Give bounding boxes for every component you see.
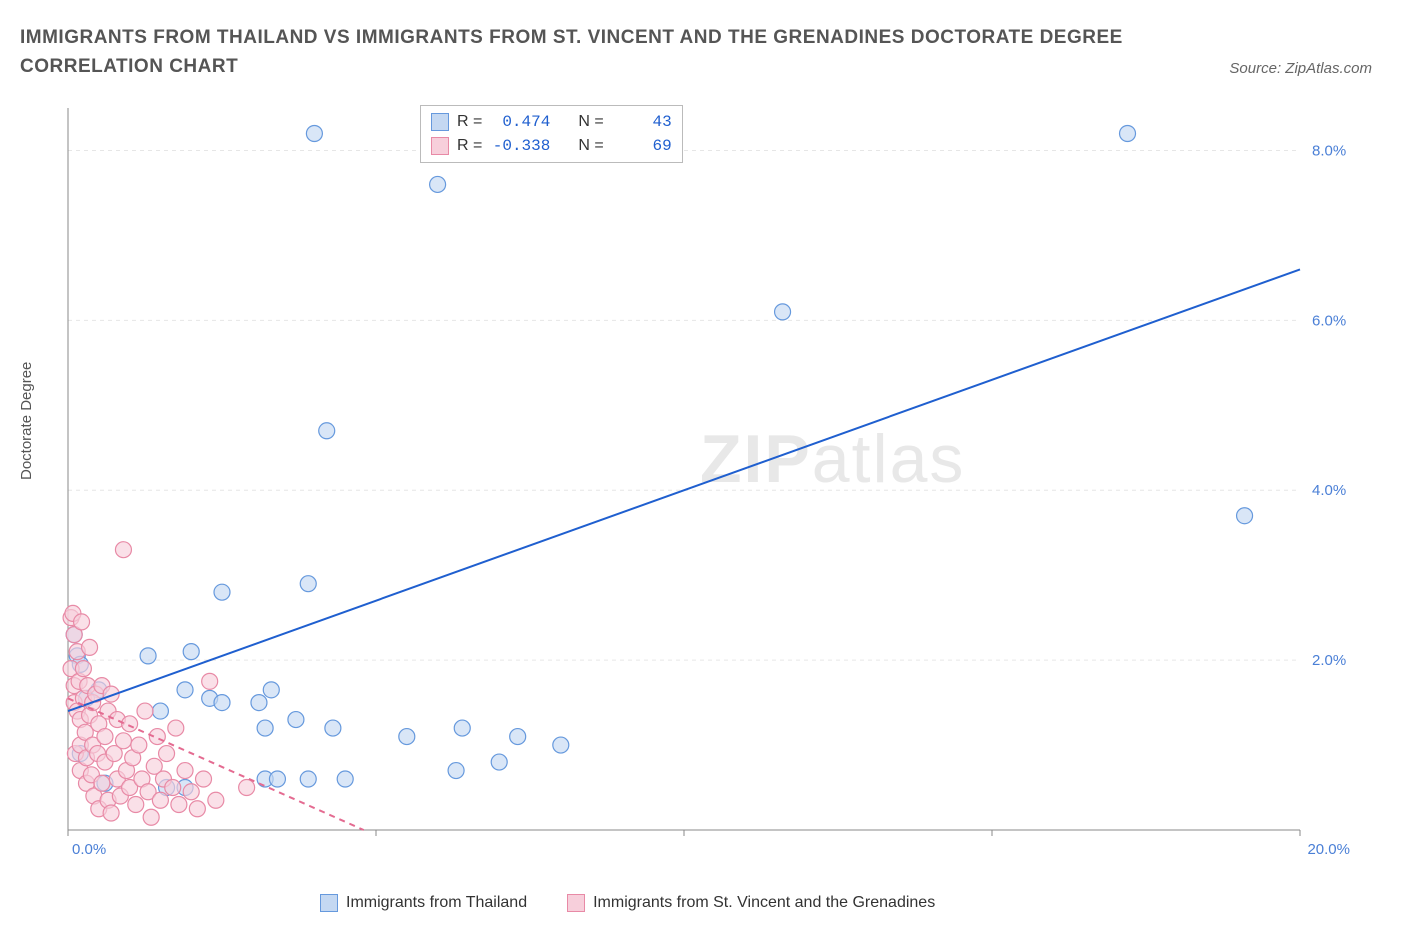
svg-text:6.0%: 6.0% — [1312, 312, 1346, 329]
legend-series-label: Immigrants from St. Vincent and the Gren… — [593, 894, 935, 912]
chart-title: IMMIGRANTS FROM THAILAND VS IMMIGRANTS F… — [20, 24, 1140, 81]
legend-r-value: 0.474 — [490, 113, 550, 131]
legend-n-label: N = — [578, 137, 603, 155]
legend-r-label: R = — [457, 113, 482, 131]
legend-swatch — [431, 137, 449, 155]
svg-text:8.0%: 8.0% — [1312, 142, 1346, 159]
legend-stat-row: R = -0.338 N = 69 — [431, 134, 672, 158]
legend-n-value: 43 — [612, 113, 672, 131]
source-name: ZipAtlas.com — [1285, 60, 1372, 77]
legend-stat-row: R = 0.474 N = 43 — [431, 110, 672, 134]
legend-r-value: -0.338 — [490, 137, 550, 155]
legend-series: Immigrants from Thailand Immigrants from … — [320, 894, 935, 912]
svg-text:20.0%: 20.0% — [1307, 841, 1350, 858]
legend-series-label: Immigrants from Thailand — [346, 894, 527, 912]
legend-swatch — [320, 894, 338, 912]
svg-text:2.0%: 2.0% — [1312, 652, 1346, 669]
legend-r-label: R = — [457, 137, 482, 155]
source-attribution: Source: ZipAtlas.com — [1229, 60, 1372, 77]
scatter-plot: 2.0% 4.0% 6.0% 8.0% 0.0% 20.0% — [60, 100, 1370, 870]
legend-series-item: Immigrants from St. Vincent and the Gren… — [567, 894, 935, 912]
legend-swatch — [431, 113, 449, 131]
legend-series-item: Immigrants from Thailand — [320, 894, 527, 912]
chart-svg: 2.0% 4.0% 6.0% 8.0% 0.0% 20.0% — [60, 100, 1370, 870]
legend-statistics: R = 0.474 N = 43 R = -0.338 N = 69 — [420, 105, 683, 163]
legend-n-label: N = — [578, 113, 603, 131]
y-axis-label: Doctorate Degree — [18, 362, 35, 480]
source-prefix: Source: — [1229, 60, 1285, 77]
svg-text:0.0%: 0.0% — [72, 841, 106, 858]
legend-swatch — [567, 894, 585, 912]
legend-n-value: 69 — [612, 137, 672, 155]
svg-text:4.0%: 4.0% — [1312, 482, 1346, 499]
